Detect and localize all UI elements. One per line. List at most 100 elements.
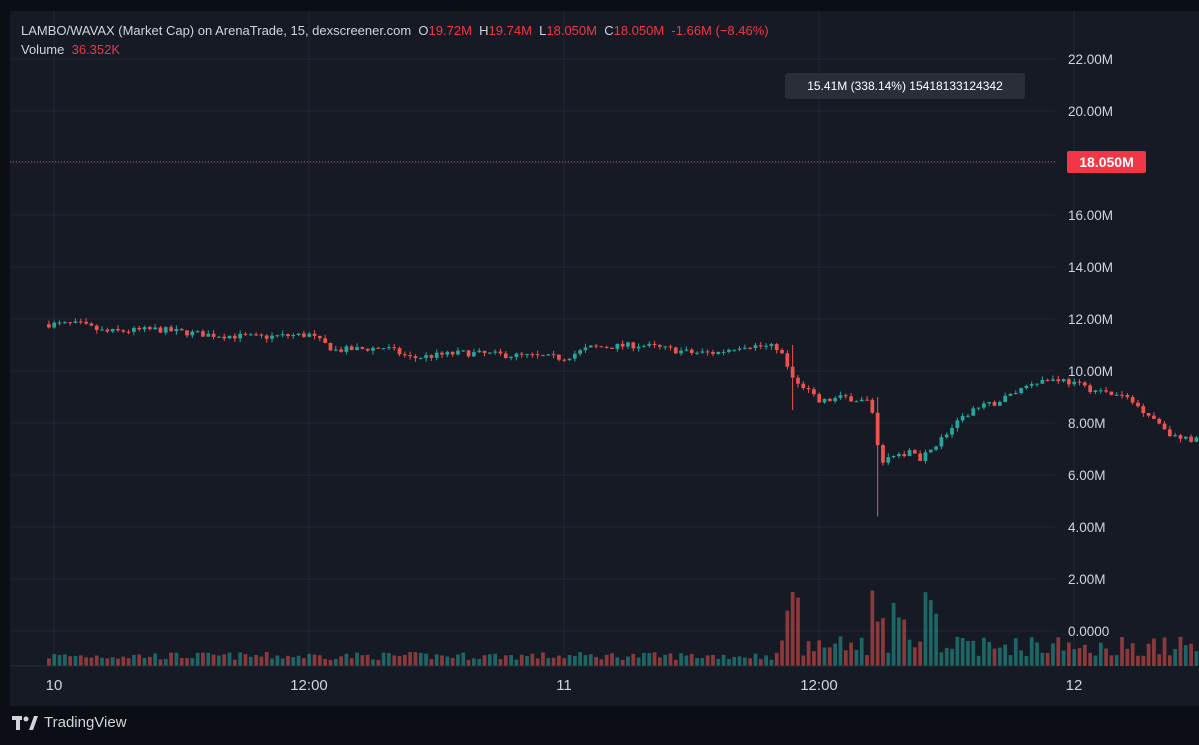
candle-body — [142, 327, 147, 330]
candle-body — [302, 333, 306, 337]
candle-body — [647, 343, 652, 346]
candle-body — [631, 342, 636, 349]
candle-body — [1141, 406, 1146, 414]
candle-body — [238, 333, 243, 339]
candle-body — [126, 331, 131, 333]
candle-body — [456, 350, 460, 355]
candle-body — [493, 351, 498, 353]
volume-bar — [689, 653, 694, 666]
candle-body — [1114, 394, 1119, 396]
candle-body — [918, 453, 923, 461]
candle-body — [371, 347, 375, 351]
volume-bar — [923, 592, 928, 666]
volume-bar — [179, 658, 184, 666]
volume-bar — [652, 652, 657, 666]
candle-body — [827, 398, 832, 402]
tradingview-brand[interactable]: TradingView — [12, 714, 127, 731]
candle-body — [158, 327, 163, 333]
candle-body — [286, 334, 290, 337]
volume-bar — [514, 659, 519, 666]
volume-bar — [52, 653, 57, 666]
chart-canvas[interactable]: 22.00M 20.00M 16.00M 14.00M 12.00M 10.00M 8.00… — [10, 11, 1199, 706]
volume-bar — [647, 653, 652, 666]
candle-body — [381, 348, 386, 350]
candle-body — [179, 328, 184, 331]
candle-body — [636, 346, 641, 349]
volume-bar — [461, 652, 466, 666]
candle-body — [626, 342, 630, 347]
volume-bar — [259, 656, 264, 666]
volume-bar — [541, 652, 545, 666]
candle-body — [1072, 381, 1077, 385]
volume-bar — [960, 638, 965, 666]
legend-ohlc: LAMBO/WAVAX (Market Cap) on ArenaTrade, … — [21, 23, 769, 38]
volume-bar — [657, 657, 662, 666]
candle-body — [84, 321, 88, 324]
candle-body — [270, 335, 274, 339]
volume-bar — [270, 658, 274, 666]
candle-body — [907, 450, 912, 457]
volume-bar — [583, 655, 588, 666]
chart-frame[interactable]: 22.00M 20.00M 16.00M 14.00M 12.00M 10.00M 8.00… — [10, 11, 1199, 706]
candle-body — [785, 353, 790, 367]
candle-body — [742, 347, 747, 349]
candles — [47, 318, 1199, 517]
volume-bar — [854, 649, 859, 666]
candle-body — [121, 330, 126, 332]
volume-bar — [222, 654, 227, 666]
low-label: L — [539, 23, 547, 38]
volume-bar — [317, 655, 322, 666]
candle-body — [503, 353, 508, 358]
candle-body — [854, 401, 859, 403]
volume-bar — [971, 640, 976, 666]
candle-body — [259, 334, 264, 336]
volume-bar — [902, 619, 907, 666]
candle-body — [859, 399, 864, 402]
volume-bar — [349, 658, 354, 666]
brand-label: TradingView — [44, 714, 127, 731]
candle-body — [147, 327, 152, 330]
volume-bar — [604, 654, 609, 666]
candle-body — [195, 331, 200, 333]
volume-bar — [530, 653, 535, 666]
candle-body — [530, 354, 535, 356]
candle-body — [663, 346, 668, 348]
candle-body — [498, 351, 503, 354]
volume-bar — [1035, 642, 1039, 666]
candle-body — [413, 356, 418, 358]
volume-bar — [849, 642, 853, 666]
candle-body — [716, 351, 721, 354]
candle-body — [939, 437, 944, 447]
volume-bar — [663, 654, 668, 666]
volume-bar — [116, 658, 120, 666]
candle-body — [849, 396, 853, 402]
candle-body — [323, 338, 328, 344]
candle-body — [753, 345, 758, 349]
volume-bar — [1146, 643, 1151, 666]
volume-bar — [673, 659, 678, 666]
candle-body — [774, 344, 779, 351]
candle-body — [620, 343, 625, 347]
candle-body — [1051, 379, 1055, 381]
volume-bar — [1088, 652, 1093, 666]
candle-body — [992, 402, 997, 406]
volume-bar — [1003, 644, 1008, 666]
volume-bar — [721, 654, 726, 666]
volume-bar — [323, 658, 328, 666]
volume-bar — [1051, 643, 1055, 666]
candle-body — [567, 358, 572, 361]
volume-bar — [827, 647, 832, 666]
candle-body — [1125, 395, 1130, 398]
volume-bar — [1167, 655, 1172, 666]
volume-bar — [992, 648, 997, 666]
volume-bar — [535, 658, 540, 666]
candle-body — [801, 383, 806, 388]
candle-body — [445, 351, 450, 355]
volume-bar — [812, 651, 816, 666]
volume-bar — [296, 655, 301, 666]
candle-body — [748, 347, 753, 349]
volume-bar — [939, 652, 944, 666]
candle-body — [875, 412, 880, 446]
candle-body — [1183, 436, 1188, 439]
volume-bar — [1141, 655, 1146, 666]
